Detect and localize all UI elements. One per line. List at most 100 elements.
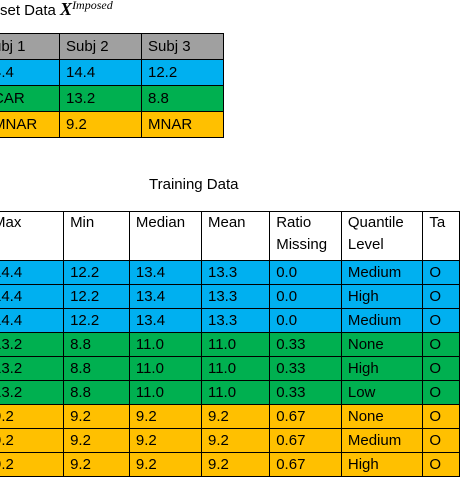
training-cell: High — [340, 356, 424, 381]
dataset-header-row: ubj 1 Subj 2 Subj 3 — [0, 33, 224, 60]
dataset-title: set Data XImposed — [0, 0, 113, 20]
training-header-cell: Ta — [422, 211, 460, 261]
training-header-cell: Mean — [200, 211, 271, 261]
training-cell: 13.3 — [200, 260, 271, 285]
training-cell: 9.2 — [63, 428, 130, 453]
training-cell: 9.2 — [128, 404, 202, 429]
training-cell: None — [340, 404, 424, 429]
training-header-row: Max Min Median Mean Ratio Missing Quanti… — [0, 211, 460, 261]
training-cell: 8.8 — [63, 356, 130, 381]
training-cell: O — [422, 452, 460, 477]
training-cell: 9.2 — [63, 404, 130, 429]
training-data-title: Training Data — [149, 176, 239, 193]
training-cell: 11.0 — [200, 380, 271, 405]
dataset-cell: 9.2 — [59, 111, 142, 138]
training-cell: 9.2 — [128, 428, 202, 453]
training-cell: 9.2 — [0, 452, 65, 477]
training-cell: O — [422, 308, 460, 333]
training-cell: 0.33 — [269, 380, 342, 405]
training-cell: 0.33 — [269, 332, 342, 357]
training-cell: 12.2 — [63, 308, 130, 333]
training-cell: 11.0 — [200, 332, 271, 357]
training-cell: 9.2 — [200, 452, 271, 477]
training-cell: 9.2 — [128, 452, 202, 477]
dataset-cell: 14.4 — [59, 59, 142, 86]
training-cell: 8.8 — [63, 380, 130, 405]
training-cell: 13.4 — [128, 284, 202, 309]
dataset-title-superscript: Imposed — [72, 0, 113, 12]
training-cell: 13.4 — [128, 308, 202, 333]
training-cell: 0.67 — [269, 404, 342, 429]
dataset-cell: MNAR — [141, 111, 224, 138]
dataset-cell: CAR — [0, 85, 60, 112]
training-cell: Medium — [340, 428, 424, 453]
dataset-cell: MNAR — [0, 111, 60, 138]
training-cell: 13.3 — [200, 308, 271, 333]
dataset-cell: 12.2 — [141, 59, 224, 86]
training-cell: 13.4 — [128, 260, 202, 285]
training-cell: 12.2 — [63, 260, 130, 285]
dataset-cell: 13.2 — [59, 85, 142, 112]
training-cell: Low — [340, 380, 424, 405]
training-table: Max Min Median Mean Ratio Missing Quanti… — [0, 211, 460, 477]
dataset-cell: 4.4 — [0, 59, 60, 86]
training-cell: High — [340, 284, 424, 309]
dataset-table: ubj 1 Subj 2 Subj 3 4.4 14.4 12.2 CAR 13… — [0, 33, 224, 138]
training-cell: High — [340, 452, 424, 477]
training-cell: O — [422, 284, 460, 309]
training-cell: 9.2 — [0, 404, 65, 429]
training-cell: 12.2 — [63, 284, 130, 309]
training-cell: 14.4 — [0, 284, 65, 309]
training-cell: 13.2 — [0, 332, 65, 357]
dataset-row: MNAR 9.2 MNAR — [0, 111, 224, 138]
training-cell: 0.67 — [269, 428, 342, 453]
training-cell: 0.33 — [269, 356, 342, 381]
training-cell: 13.3 — [200, 284, 271, 309]
training-header-cell: Quantile Level — [340, 211, 424, 261]
training-header-cell: Max — [0, 211, 65, 261]
training-cell: 13.2 — [0, 356, 65, 381]
training-cell: 0.67 — [269, 452, 342, 477]
training-cell: Medium — [340, 260, 424, 285]
training-cell: O — [422, 356, 460, 381]
training-cell: 14.4 — [0, 260, 65, 285]
dataset-header-cell: Subj 3 — [141, 33, 224, 60]
training-cell: 11.0 — [128, 356, 202, 381]
training-cell: 0.0 — [269, 308, 342, 333]
training-cell: 0.0 — [269, 284, 342, 309]
training-cell: O — [422, 332, 460, 357]
training-cell: 9.2 — [200, 428, 271, 453]
dataset-header-cell: ubj 1 — [0, 33, 60, 60]
training-cell: 13.2 — [0, 380, 65, 405]
dataset-row: 4.4 14.4 12.2 — [0, 59, 224, 86]
training-cell: O — [422, 404, 460, 429]
training-header-cell: Min — [63, 211, 130, 261]
training-cell: 11.0 — [128, 380, 202, 405]
training-cell: 14.4 — [0, 308, 65, 333]
dataset-title-symbol: X — [60, 0, 73, 19]
training-cell: Medium — [340, 308, 424, 333]
training-cell: 11.0 — [128, 332, 202, 357]
training-cell: 9.2 — [200, 404, 271, 429]
dataset-cell: 8.8 — [141, 85, 224, 112]
training-cell: 8.8 — [63, 332, 130, 357]
training-cell: O — [422, 428, 460, 453]
dataset-title-prefix: set Data — [0, 2, 56, 19]
training-header-cell: Median — [128, 211, 202, 261]
training-cell: 11.0 — [200, 356, 271, 381]
dataset-row: CAR 13.2 8.8 — [0, 85, 224, 112]
training-cell: 9.2 — [0, 428, 65, 453]
training-cell: O — [422, 260, 460, 285]
training-cell: 9.2 — [63, 452, 130, 477]
training-cell: 0.0 — [269, 260, 342, 285]
dataset-header-cell: Subj 2 — [59, 33, 142, 60]
training-header-cell: Ratio Missing — [269, 211, 342, 261]
